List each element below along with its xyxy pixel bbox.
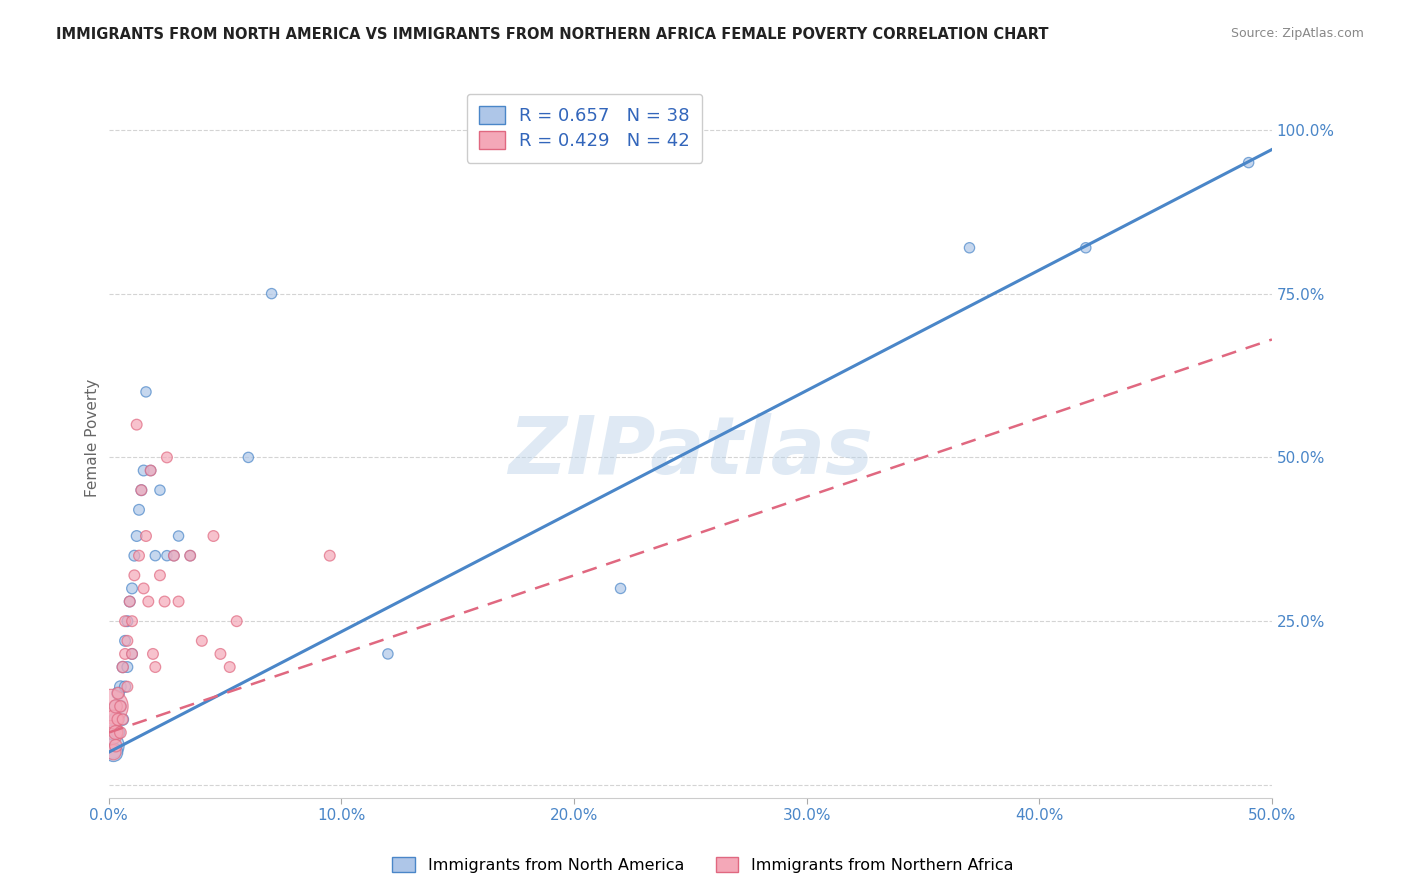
Point bbox=[959, 241, 981, 255]
Point bbox=[136, 594, 159, 608]
Point bbox=[238, 450, 260, 465]
Point bbox=[135, 529, 157, 543]
Point bbox=[103, 745, 125, 759]
Y-axis label: Female Poverty: Female Poverty bbox=[86, 378, 100, 497]
Point bbox=[100, 739, 122, 753]
Point bbox=[104, 699, 127, 714]
Point bbox=[117, 660, 139, 674]
Point bbox=[121, 647, 143, 661]
Point bbox=[143, 660, 166, 674]
Point bbox=[131, 483, 153, 498]
Point bbox=[191, 633, 214, 648]
Point bbox=[179, 549, 201, 563]
Point bbox=[167, 529, 190, 543]
Point bbox=[100, 699, 122, 714]
Point bbox=[139, 463, 162, 477]
Point bbox=[139, 463, 162, 477]
Point bbox=[110, 699, 132, 714]
Point bbox=[103, 725, 125, 739]
Point bbox=[107, 725, 129, 739]
Text: ZIPatlas: ZIPatlas bbox=[508, 413, 873, 491]
Point bbox=[104, 739, 127, 753]
Point bbox=[132, 463, 155, 477]
Point bbox=[103, 713, 125, 727]
Point bbox=[114, 680, 136, 694]
Point bbox=[110, 680, 132, 694]
Point bbox=[153, 594, 176, 608]
Point bbox=[167, 594, 190, 608]
Point bbox=[111, 660, 134, 674]
Point bbox=[111, 660, 134, 674]
Point bbox=[142, 647, 165, 661]
Point bbox=[117, 680, 139, 694]
Point bbox=[143, 549, 166, 563]
Point bbox=[114, 633, 136, 648]
Point bbox=[117, 633, 139, 648]
Text: IMMIGRANTS FROM NORTH AMERICA VS IMMIGRANTS FROM NORTHERN AFRICA FEMALE POVERTY : IMMIGRANTS FROM NORTH AMERICA VS IMMIGRA… bbox=[56, 27, 1049, 42]
Point bbox=[128, 549, 150, 563]
Point bbox=[114, 614, 136, 628]
Point bbox=[202, 529, 225, 543]
Point bbox=[149, 483, 172, 498]
Point bbox=[121, 614, 143, 628]
Point bbox=[107, 686, 129, 700]
Point bbox=[107, 713, 129, 727]
Point bbox=[149, 568, 172, 582]
Point bbox=[260, 286, 283, 301]
Point bbox=[121, 582, 143, 596]
Point bbox=[124, 568, 146, 582]
Point bbox=[1237, 155, 1260, 169]
Point bbox=[111, 713, 134, 727]
Point bbox=[111, 713, 134, 727]
Point bbox=[107, 686, 129, 700]
Point bbox=[209, 647, 232, 661]
Point bbox=[125, 417, 148, 432]
Point bbox=[125, 529, 148, 543]
Text: Source: ZipAtlas.com: Source: ZipAtlas.com bbox=[1230, 27, 1364, 40]
Point bbox=[135, 384, 157, 399]
Point bbox=[121, 647, 143, 661]
Point bbox=[104, 725, 127, 739]
Point bbox=[156, 549, 179, 563]
Point bbox=[156, 450, 179, 465]
Point bbox=[179, 549, 201, 563]
Point bbox=[319, 549, 342, 563]
Legend: R = 0.657   N = 38, R = 0.429   N = 42: R = 0.657 N = 38, R = 0.429 N = 42 bbox=[467, 94, 703, 163]
Point bbox=[110, 725, 132, 739]
Point bbox=[218, 660, 240, 674]
Point bbox=[103, 745, 125, 759]
Point bbox=[377, 647, 399, 661]
Point bbox=[132, 582, 155, 596]
Point bbox=[100, 725, 122, 739]
Point bbox=[163, 549, 186, 563]
Point bbox=[118, 594, 141, 608]
Point bbox=[1074, 241, 1097, 255]
Point bbox=[104, 713, 127, 727]
Point bbox=[163, 549, 186, 563]
Point bbox=[104, 699, 127, 714]
Point bbox=[110, 699, 132, 714]
Point bbox=[225, 614, 247, 628]
Point bbox=[117, 614, 139, 628]
Point bbox=[124, 549, 146, 563]
Point bbox=[609, 582, 631, 596]
Point bbox=[131, 483, 153, 498]
Legend: Immigrants from North America, Immigrants from Northern Africa: Immigrants from North America, Immigrant… bbox=[387, 851, 1019, 880]
Point bbox=[114, 647, 136, 661]
Point bbox=[128, 503, 150, 517]
Point bbox=[118, 594, 141, 608]
